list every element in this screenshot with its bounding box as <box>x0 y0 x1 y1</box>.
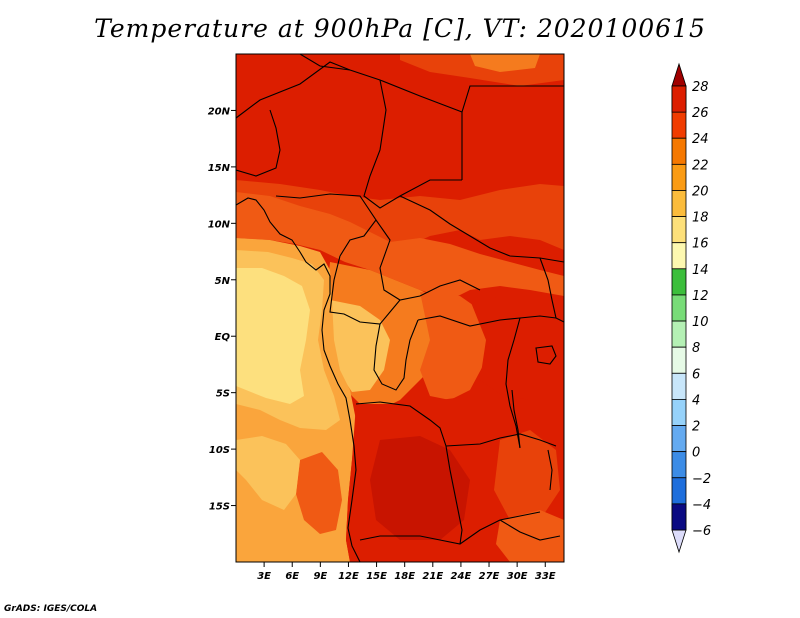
political-boundaries <box>236 54 564 562</box>
colorbar-segment <box>671 451 687 479</box>
boundary-north-2 <box>299 54 351 71</box>
lon-tick-label: 30E <box>507 571 528 582</box>
colorbar-label: 4 <box>692 393 700 408</box>
latitude-axis: 20N 15N 10N 5N EQ 5S 10S 15S <box>208 106 236 513</box>
map-title: Temperature at 900hPa [C], VT: 202010061… <box>94 14 706 43</box>
lat-tick-label: 5S <box>216 389 230 400</box>
colorbar-top-arrow <box>671 62 687 87</box>
field-central-east-orange <box>420 292 490 400</box>
colorbar-label: 12 <box>692 289 709 304</box>
boundary-central-4 <box>417 315 557 327</box>
boundary-east-1 <box>539 257 564 323</box>
boundary-north-3 <box>363 79 462 209</box>
lat-tick-label: EQ <box>215 332 231 343</box>
colorbar-label: −2 <box>692 472 711 487</box>
colorbar-segment <box>671 399 687 426</box>
colorbar-segment <box>671 242 687 270</box>
colorbar-label: 14 <box>692 263 709 278</box>
boundary-southern-3 <box>499 519 561 541</box>
colorbar-segment <box>671 137 687 165</box>
colorbar-label: 16 <box>692 237 709 252</box>
lat-tick-label: 10S <box>209 445 230 456</box>
colorbar-label: 10 <box>692 315 709 330</box>
field-band-sahel <box>236 180 564 250</box>
boundary-central-2 <box>329 255 401 325</box>
boundary-east-lakes <box>505 317 521 449</box>
lon-tick-label: 21E <box>422 571 443 582</box>
lon-tick-label: 9E <box>313 571 327 582</box>
colorbar-segment <box>671 268 687 296</box>
lake-malawi <box>547 449 553 491</box>
colorbar-label: 2 <box>692 420 700 435</box>
field-patch-north-top-light <box>470 54 540 72</box>
boundary-sahel-1 <box>236 109 281 177</box>
colorbar-segment <box>671 216 687 244</box>
colorbar-label: 8 <box>692 341 700 356</box>
colorbar-segment <box>671 294 687 322</box>
field-band-sahel-orange <box>236 192 564 300</box>
boundary-southern-2 <box>449 469 463 545</box>
lon-tick-label: 27E <box>479 571 500 582</box>
lat-tick-label: 5N <box>215 276 231 287</box>
field-southern-core <box>370 436 470 540</box>
boundary-central-3 <box>373 319 419 391</box>
colorbar-segment <box>671 190 687 217</box>
colorbar-label: 6 <box>692 367 700 382</box>
lake-tanganyika <box>511 389 521 449</box>
colorbar-segment <box>671 163 687 191</box>
field-atlantic-south-warm2 <box>236 436 300 510</box>
lon-tick-label: 18E <box>394 571 415 582</box>
lon-tick-label: 33E <box>535 571 556 582</box>
colorbar-segment-bottom <box>671 503 687 531</box>
colorbar-label: 26 <box>692 106 709 121</box>
field-atlantic-16 <box>236 268 310 404</box>
colorbar-label: 18 <box>692 211 709 226</box>
colorbar-segment <box>671 425 687 453</box>
colorbar-label: −4 <box>692 498 711 513</box>
colorbar-label: 24 <box>692 132 709 147</box>
colorbar-segment <box>671 372 687 400</box>
lon-tick-label: 15E <box>366 571 387 582</box>
colorbar-label: 20 <box>692 184 709 199</box>
colorbar-segment <box>671 320 687 348</box>
lake-victoria <box>535 345 557 365</box>
coastline-west <box>236 197 361 562</box>
lat-tick-label: 15N <box>208 163 231 174</box>
colorbar-segment-top <box>671 85 687 113</box>
longitude-axis: 3E 6E 9E 12E 15E 18E 21E 24E 27E 30E 33E <box>257 562 556 582</box>
lon-tick-label: 12E <box>338 571 359 582</box>
lon-tick-label: 24E <box>451 571 472 582</box>
boundary-sahel-2 <box>275 193 377 257</box>
colorbar-label: −6 <box>692 524 711 539</box>
plot-frame <box>235 53 565 563</box>
lon-tick-label: 3E <box>257 571 271 582</box>
field-east-hot <box>470 296 564 400</box>
grads-credit: GrADS: IGES/COLA <box>4 604 98 614</box>
lat-tick-label: 15S <box>209 502 230 513</box>
field-atlantic-south-warm <box>296 452 342 534</box>
boundary-sahel-3 <box>399 195 564 263</box>
temperature-field <box>236 54 564 562</box>
colorbar-label: 28 <box>692 80 709 95</box>
lat-tick-label: 10N <box>208 219 231 230</box>
field-southeast-warm <box>494 430 560 520</box>
colorbar-segment <box>671 346 687 374</box>
colorbar-label: 22 <box>692 158 709 173</box>
colorbar-label: 0 <box>692 446 700 461</box>
colorbar-segment <box>671 477 687 505</box>
boundary-angola-east <box>445 433 557 447</box>
lat-tick-label: 20N <box>208 106 231 117</box>
boundary-north-4 <box>461 85 564 113</box>
lon-tick-label: 6E <box>285 571 299 582</box>
colorbar-segment <box>671 111 687 139</box>
colorbar-bottom-arrow <box>671 529 687 554</box>
